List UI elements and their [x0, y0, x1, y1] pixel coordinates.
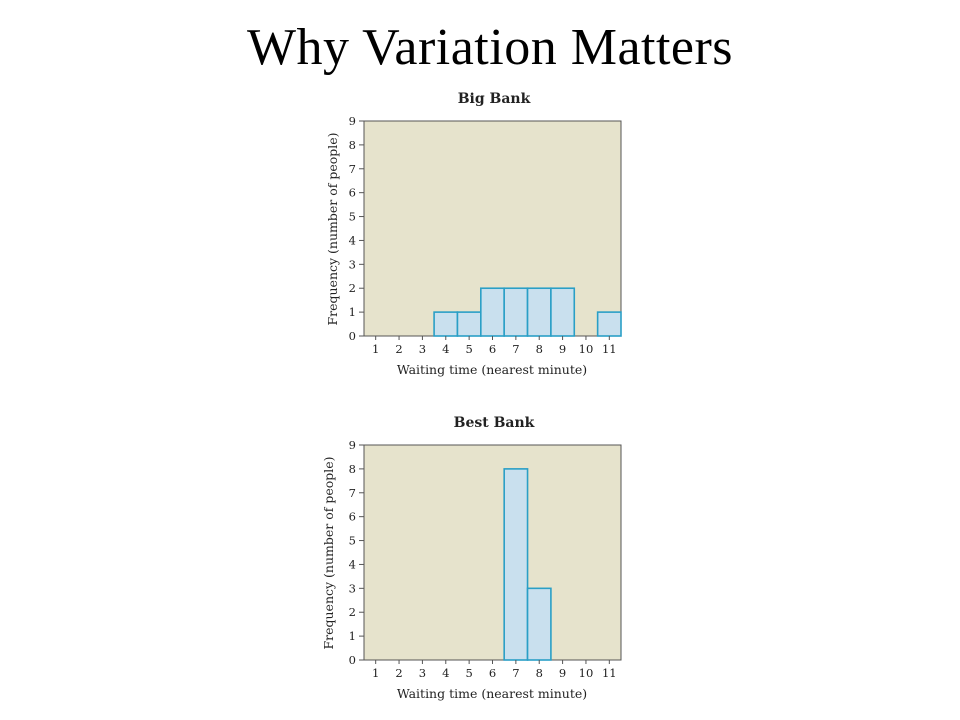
x-tick-label: 4 — [442, 342, 449, 356]
x-tick-label: 5 — [465, 666, 472, 680]
x-tick-label: 6 — [489, 666, 496, 680]
plot-area — [363, 444, 622, 661]
x-tick-label: 3 — [419, 342, 426, 356]
x-tick-label: 11 — [602, 666, 617, 680]
x-tick-label: 10 — [579, 666, 594, 680]
x-tick-label: 1 — [372, 666, 379, 680]
x-tick-label: 7 — [512, 342, 519, 356]
bar-11 — [596, 311, 622, 337]
y-tick-label: 4 — [349, 233, 356, 247]
bar-7 — [503, 287, 529, 337]
bar-5 — [456, 311, 482, 337]
x-tick-label: 1 — [372, 342, 379, 356]
y-tick-label: 2 — [349, 605, 356, 619]
best-bank-histogram: Best Bank 0 1 2 3 4 5 6 7 8 9 1 2 3 4 5 6 7 8 9 10 11 Waiti… — [321, 415, 622, 701]
slide-title: Why Variation Matters — [246, 19, 734, 76]
bar-7 — [503, 468, 529, 661]
y-tick-label: 8 — [349, 462, 356, 476]
y-tick-label: 7 — [349, 162, 356, 176]
bar-8 — [526, 287, 552, 337]
y-tick-label: 9 — [349, 114, 356, 128]
y-tick-label: 0 — [349, 653, 356, 667]
x-tick-label: 8 — [536, 666, 543, 680]
chart-title: Best Bank — [454, 415, 535, 431]
y-tick-label: 5 — [349, 210, 356, 224]
x-tick-label: 10 — [579, 342, 594, 356]
bar-4 — [433, 311, 459, 337]
x-tick-label: 11 — [602, 342, 617, 356]
x-tick-label: 2 — [395, 342, 402, 356]
x-tick-label: 9 — [559, 342, 566, 356]
y-tick-label: 2 — [349, 281, 356, 295]
x-tick-label: 6 — [489, 342, 496, 356]
y-tick-label: 9 — [349, 438, 356, 452]
y-tick-label: 7 — [349, 486, 356, 500]
y-tick-label: 0 — [349, 329, 356, 343]
y-axis-label: Frequency (number of people) — [321, 456, 336, 649]
y-axis-label: Frequency (number of people) — [325, 132, 340, 325]
bar-9 — [550, 287, 576, 337]
x-tick-label: 5 — [465, 342, 472, 356]
x-axis-label: Waiting time (nearest minute) — [397, 686, 587, 701]
x-tick-label: 8 — [536, 342, 543, 356]
x-tick-label: 7 — [512, 666, 519, 680]
big-bank-histogram: Big Bank 0 1 2 3 4 5 6 7 8 9 1 2 3 4 5 6 7 8 9 10 11 Waitin… — [325, 91, 622, 377]
x-tick-label: 4 — [442, 666, 449, 680]
y-tick-label: 3 — [349, 581, 356, 595]
y-tick-label: 6 — [349, 510, 356, 524]
y-tick-label: 1 — [349, 629, 356, 643]
x-tick-label: 2 — [395, 666, 402, 680]
bar-8 — [526, 587, 552, 661]
y-tick-label: 4 — [349, 557, 356, 571]
x-tick-label: 9 — [559, 666, 566, 680]
y-tick-label: 1 — [349, 305, 356, 319]
y-tick-label: 8 — [349, 138, 356, 152]
y-tick-label: 3 — [349, 257, 356, 271]
chart-title: Big Bank — [458, 91, 531, 107]
y-tick-label: 6 — [349, 186, 356, 200]
y-tick-label: 5 — [349, 534, 356, 548]
x-axis-label: Waiting time (nearest minute) — [397, 362, 587, 377]
bar-6 — [480, 287, 505, 337]
x-tick-label: 3 — [419, 666, 426, 680]
